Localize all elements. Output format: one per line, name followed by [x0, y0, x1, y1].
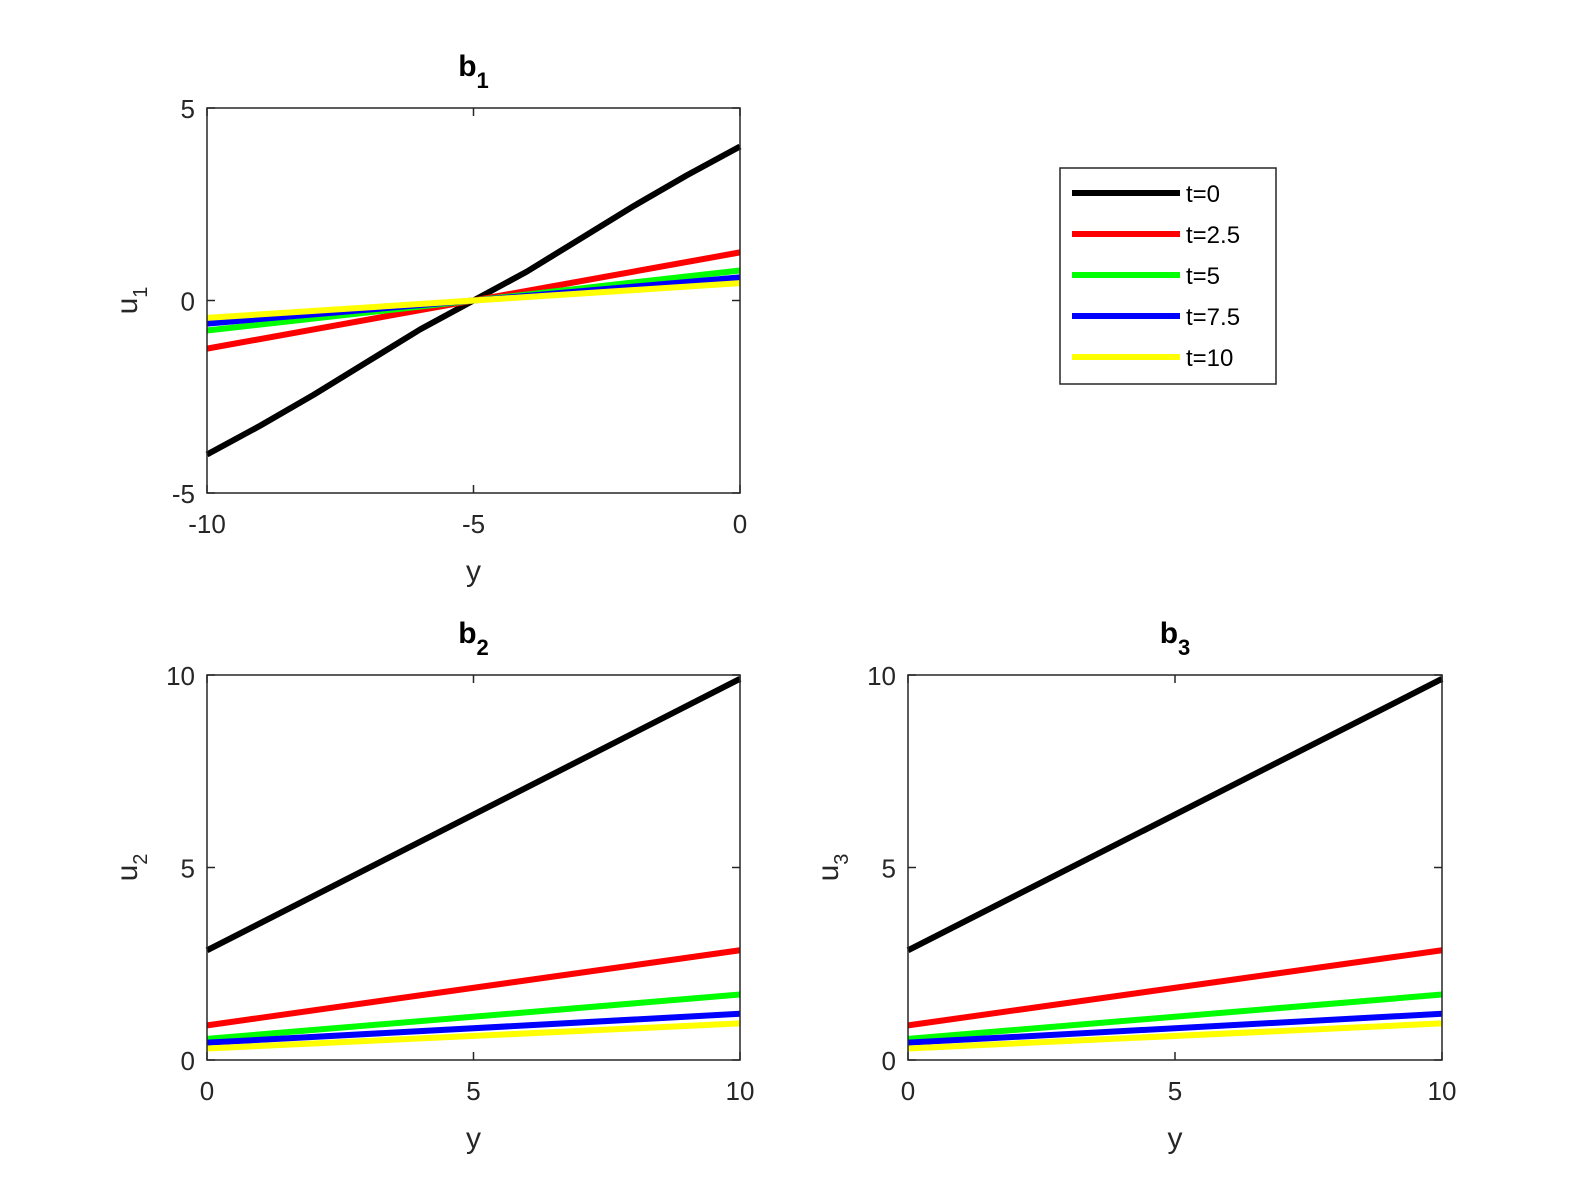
x-tick-label: 10	[726, 1076, 755, 1106]
subplot-b2: 0 5 10 0 5 10 y u2 b2	[111, 617, 754, 1155]
subplot-b3: 0 5 10 0 5 10 y u3 b3	[812, 617, 1456, 1155]
x-tick-label: 0	[733, 509, 747, 539]
y-tick-label: 0	[882, 1046, 896, 1076]
series-line-t-7-5	[907, 1010, 1443, 1046]
x-tick-label: 5	[1168, 1076, 1182, 1106]
x-axis-label: y	[1168, 1122, 1183, 1155]
series-line-t-10	[907, 1020, 1443, 1052]
legend-label: t=7.5	[1186, 304, 1240, 331]
y-tick-label: 0	[181, 1046, 195, 1076]
y-axis-label: u3	[812, 854, 853, 882]
subplot-title: b3	[1160, 617, 1191, 660]
y-tick-label: 0	[181, 287, 195, 317]
series-line-t-5	[206, 991, 741, 1042]
x-tick-label: -10	[188, 509, 226, 539]
series-line-t-7-5	[206, 1010, 741, 1046]
x-tick-label: 5	[466, 1076, 480, 1106]
series-line-t-10	[206, 280, 741, 321]
y-tick-label: 10	[867, 661, 896, 691]
legend-label: t=5	[1186, 263, 1220, 290]
series-line-t-5	[907, 991, 1443, 1042]
legend: t=0 t=2.5 t=5 t=7.5 t=10	[1059, 167, 1277, 385]
x-tick-label: 0	[901, 1076, 915, 1106]
legend-label: t=0	[1186, 181, 1220, 208]
x-axis-label: y	[466, 1122, 481, 1155]
subplot-title: b2	[458, 617, 489, 660]
x-tick-label: 0	[200, 1076, 214, 1106]
series-line-t-10	[206, 1020, 741, 1052]
x-tick-label: -5	[462, 509, 485, 539]
legend-label: t=10	[1186, 345, 1233, 372]
legend-label: t=2.5	[1186, 222, 1240, 249]
plot-area	[207, 675, 740, 1060]
y-axis-label: u2	[111, 854, 152, 882]
y-axis-label: u1	[111, 287, 152, 315]
subplot-title: b1	[458, 50, 489, 93]
x-tick-label: 10	[1428, 1076, 1457, 1106]
plot-area	[908, 675, 1442, 1060]
y-tick-label: 10	[166, 661, 195, 691]
y-tick-label: 5	[181, 854, 195, 884]
series-line-t-0	[906, 676, 1444, 953]
y-tick-label: -5	[172, 479, 195, 509]
series-line-t-2-5	[206, 947, 741, 1029]
series-line-t-2-5	[907, 947, 1443, 1029]
series-line-t-0	[205, 676, 742, 953]
x-axis-label: y	[466, 555, 481, 588]
y-tick-label: 5	[181, 94, 195, 124]
y-tick-label: 5	[882, 854, 896, 884]
